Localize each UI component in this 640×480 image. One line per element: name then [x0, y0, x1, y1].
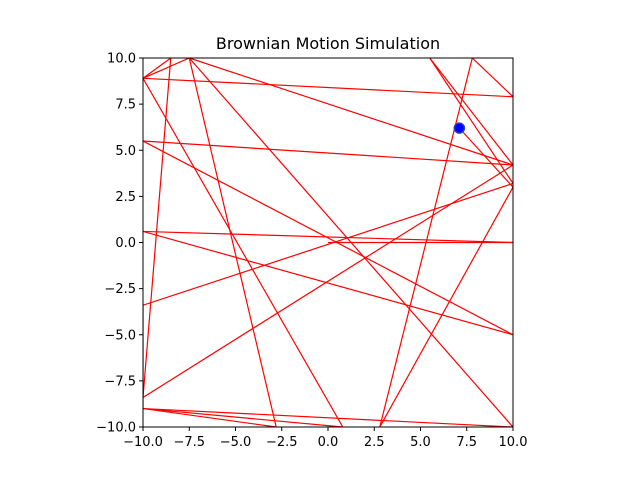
- trajectory-segment: [471, 58, 513, 98]
- x-tick-label: −10.0: [123, 435, 163, 450]
- trajectory-segment: [143, 140, 513, 336]
- trajectory-segment: [143, 407, 343, 427]
- y-tick-label: −7.5: [104, 374, 136, 389]
- axes-frame: [142, 57, 514, 428]
- y-tick-label: 7.5: [115, 98, 136, 113]
- y-tick-label: 10.0: [107, 52, 136, 67]
- chart-title: Brownian Motion Simulation: [216, 34, 440, 53]
- trajectory-segment: [143, 78, 344, 427]
- trajectory-segment: [429, 58, 513, 166]
- y-tick-label: −5.0: [104, 328, 136, 343]
- trajectory-segment: [143, 58, 172, 398]
- trajectory-segment: [188, 58, 277, 427]
- trajectory-segment: [429, 58, 513, 184]
- x-tick-label: 10.0: [499, 435, 528, 450]
- trajectory-segment: [189, 58, 513, 166]
- trajectory-segment: [143, 407, 513, 427]
- x-tick-label: −5.0: [220, 435, 252, 450]
- x-tick-label: 0.0: [318, 435, 339, 450]
- trajectory-segment: [143, 182, 513, 306]
- trajectory-segment: [143, 230, 513, 336]
- plot-area: [143, 58, 513, 427]
- x-tick-label: 5.0: [410, 435, 431, 450]
- x-axis-ticks: −10.0 −7.5 −5.0 −2.5 0.0 2.5 5.0 7.5 10.0: [123, 427, 527, 450]
- y-tick-label: 5.0: [115, 144, 136, 159]
- y-tick-label: −10.0: [96, 421, 136, 436]
- trajectory-segment: [143, 77, 513, 98]
- x-tick-label: 7.5: [456, 435, 477, 450]
- y-tick-label: −2.5: [104, 282, 136, 297]
- trajectory-segment: [188, 58, 513, 427]
- trajectory-segment: [143, 407, 277, 427]
- x-tick-label: 2.5: [364, 435, 385, 450]
- y-tick-label: 2.5: [115, 190, 136, 205]
- x-tick-label: −7.5: [173, 435, 205, 450]
- y-tick-label: 0.0: [115, 236, 136, 251]
- trajectory-segment: [379, 58, 473, 427]
- trajectory-segment: [143, 140, 513, 166]
- trajectory-segment: [143, 58, 172, 79]
- trajectory-segment: [458, 127, 513, 188]
- particle-marker: [453, 122, 466, 134]
- trajectory-segment: [379, 186, 513, 427]
- y-axis-ticks: −10.0 −7.5 −5.0 −2.5 0.0 2.5 5.0 7.5 10.0: [96, 52, 143, 436]
- trajectory-segment: [143, 58, 190, 79]
- x-tick-label: −2.5: [266, 435, 298, 450]
- trajectory-segment: [143, 230, 513, 244]
